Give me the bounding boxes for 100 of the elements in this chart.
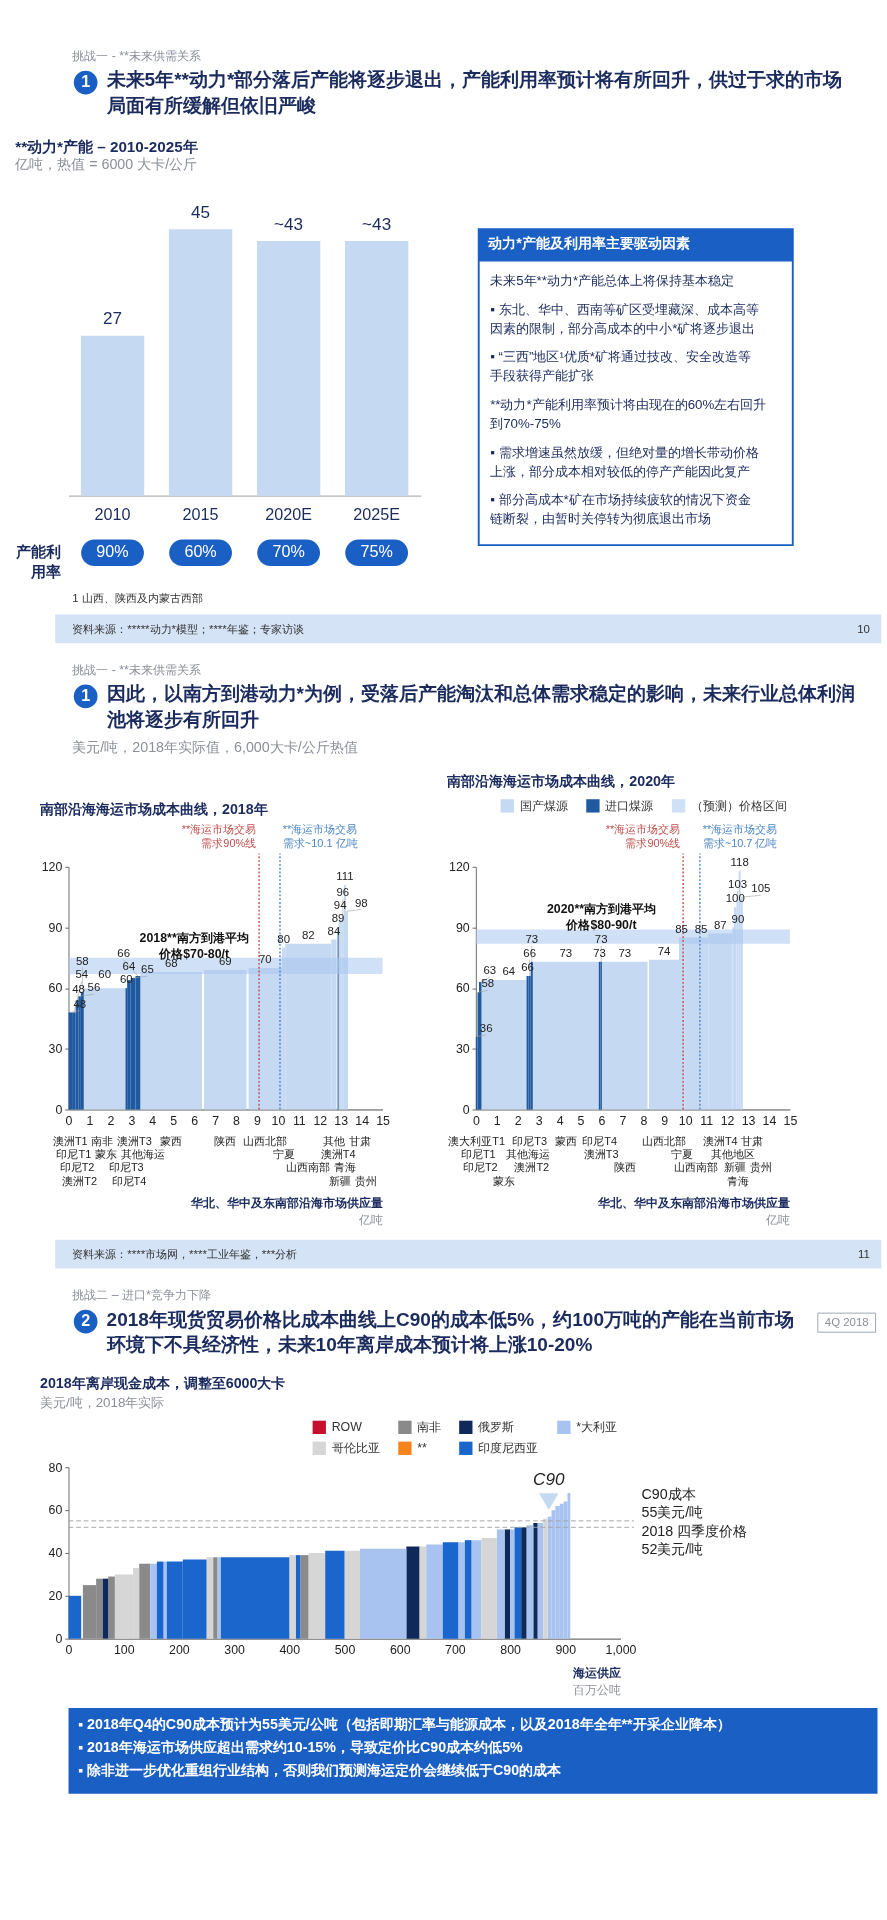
text: 75% — [360, 542, 393, 561]
data-label: 74 — [657, 945, 671, 958]
data-label: 66 — [117, 946, 130, 959]
text: 10 — [857, 622, 870, 635]
data-label: 54 — [75, 968, 89, 981]
text: 甘肃 — [348, 1134, 371, 1147]
text: 贵州 — [354, 1174, 377, 1187]
text: 澳大利亚T1 — [448, 1134, 506, 1147]
legend-label: 俄罗斯 — [478, 1420, 515, 1435]
x-tick-label: 0 — [472, 1114, 480, 1129]
x-tick-label: 8 — [640, 1114, 648, 1129]
x-tick-label: 600 — [389, 1643, 411, 1658]
x-tick-label: 2 — [107, 1114, 115, 1129]
text: 印尼T2 — [59, 1161, 95, 1174]
x-tick-label: 2010 — [94, 504, 131, 523]
text: 新疆 — [724, 1161, 747, 1174]
text: 因此，以南方到港动力*为例，受落后产能淘汰和总体需求稳定的影响，未来行业总体利润池将逐步有所回升 — [105, 683, 855, 730]
x-tick-label: 0 — [65, 1114, 73, 1129]
data-label: 63 — [483, 964, 497, 977]
text: 宁夏 — [670, 1148, 693, 1161]
data-label: 85 — [675, 922, 688, 935]
data-label: 94 — [333, 898, 348, 911]
x-tick-label: 5 — [577, 1114, 585, 1129]
data-label: 58 — [481, 977, 495, 990]
x-tick-label: 14 — [355, 1114, 370, 1129]
text: 宁夏 — [272, 1148, 295, 1161]
legend-label: ** — [417, 1441, 428, 1456]
y-tick-label: 30 — [455, 1042, 470, 1057]
y-tick-label: 30 — [48, 1042, 63, 1057]
text: 澳洲T4 — [320, 1148, 356, 1161]
y-tick-label: 120 — [41, 860, 63, 875]
text: 青海 — [726, 1174, 749, 1187]
x-axis-title: 华北、华中及东南部沿海市场供应量 — [189, 1195, 383, 1210]
x-tick-label: 4 — [149, 1114, 157, 1129]
data-label: 118 — [730, 856, 749, 869]
text: 山西北部 — [243, 1134, 288, 1147]
ref-line-label: **海运市场交易需求~10.7 亿吨 — [702, 823, 778, 849]
text: 其他地区 — [711, 1148, 756, 1161]
x-tick-label: 2020E — [265, 504, 313, 523]
data-label: 60 — [119, 973, 133, 986]
text: 陕西 — [613, 1161, 636, 1174]
x-tick-label: 0 — [65, 1643, 73, 1658]
x-tick-label: 12 — [313, 1114, 328, 1129]
text: 未来5年**动力*部分落后产能将逐步退出，产能利用率预计将有所回升，供过于求的市场局面有所缓解但依旧严峻 — [105, 69, 843, 117]
text: 百万公吨 — [572, 1682, 621, 1697]
data-label: 98 — [354, 896, 368, 909]
x-tick-label: 1 — [493, 1114, 501, 1129]
x-tick-label: 10 — [271, 1114, 286, 1129]
x-tick-label: 900 — [555, 1643, 577, 1658]
x-tick-label: 2 — [514, 1114, 522, 1129]
text: 挑战二 – 进口*竞争力下降 — [72, 1287, 211, 1302]
x-tick-label: 400 — [279, 1643, 301, 1658]
x-tick-label: 2015 — [182, 504, 219, 523]
text: 2 — [81, 1311, 91, 1330]
y-axis-title: 美元/吨，2018年实际 — [39, 1395, 165, 1411]
text: 其他海运 — [120, 1148, 165, 1161]
x-tick-label: 10 — [678, 1114, 693, 1129]
x-axis-title: 华北、华中及东南部沿海市场供应量 — [596, 1195, 790, 1210]
data-label: 73 — [525, 932, 539, 945]
text: 新疆 — [329, 1174, 352, 1187]
data-label: 100 — [725, 892, 745, 905]
text: 11 — [858, 1247, 870, 1260]
y-tick-label: 20 — [48, 1589, 63, 1604]
y-tick-label: 0 — [462, 1102, 470, 1117]
text: 70% — [272, 542, 305, 561]
y-tick-label: 120 — [449, 860, 470, 875]
legend-label: 哥伦比亚 — [331, 1441, 380, 1456]
ref-line-label: 2018 四季度价格 52美元/吨 — [641, 1522, 748, 1557]
text: ▪ 部分高成本*矿在市场持续疲软的情况下资金链断裂，由暂时关停转为彻底退出市场 — [489, 492, 751, 527]
text: 美元/吨，2018年实际值，6,000大卡/公斤热值 — [72, 738, 358, 755]
data-label: 111 — [336, 870, 354, 883]
chart-title: 2018年离岸现金成本，调整至6000大卡 — [39, 1375, 286, 1392]
data-label: 82 — [301, 928, 315, 941]
text: 1 — [81, 686, 91, 705]
x-tick-label: 500 — [334, 1643, 356, 1658]
data-label: 103 — [728, 877, 748, 890]
x-tick-label: 12 — [720, 1114, 735, 1129]
text: 蒙西 — [554, 1134, 577, 1147]
text: ▪ 东北、华中、西南等矿区受埋藏深、成本高等因素的限制，部分高成本的中小*矿将逐步退出 — [490, 301, 759, 336]
text: 澳洲T3 — [117, 1134, 152, 1147]
y-tick-label: 90 — [48, 920, 63, 935]
text: 澳洲T2 — [514, 1161, 550, 1174]
x-tick-label: 5 — [170, 1114, 178, 1129]
text: 蒙东 — [94, 1148, 117, 1161]
text: 资料来源：*****动力*模型；****年鉴；专家访谈 — [72, 622, 304, 635]
text: 蒙东 — [493, 1174, 516, 1187]
series-label: C90 — [533, 1469, 565, 1490]
data-label: 58 — [76, 954, 89, 967]
data-label: 85 — [694, 922, 708, 935]
data-label: 65 — [141, 963, 154, 976]
y-tick-label: 60 — [48, 1503, 63, 1518]
x-tick-label: 14 — [762, 1114, 777, 1129]
text: 印尼T1 — [460, 1148, 496, 1161]
data-label: 27 — [103, 308, 123, 329]
text: 山西北部 — [641, 1134, 686, 1147]
text: 青海 — [333, 1161, 356, 1174]
x-tick-label: 15 — [376, 1114, 391, 1129]
text: 印尼T4 — [582, 1134, 617, 1147]
text: 资料来源：****市场网，****工业年鉴，***分析 — [72, 1247, 298, 1260]
y-tick-label: 0 — [55, 1102, 63, 1117]
